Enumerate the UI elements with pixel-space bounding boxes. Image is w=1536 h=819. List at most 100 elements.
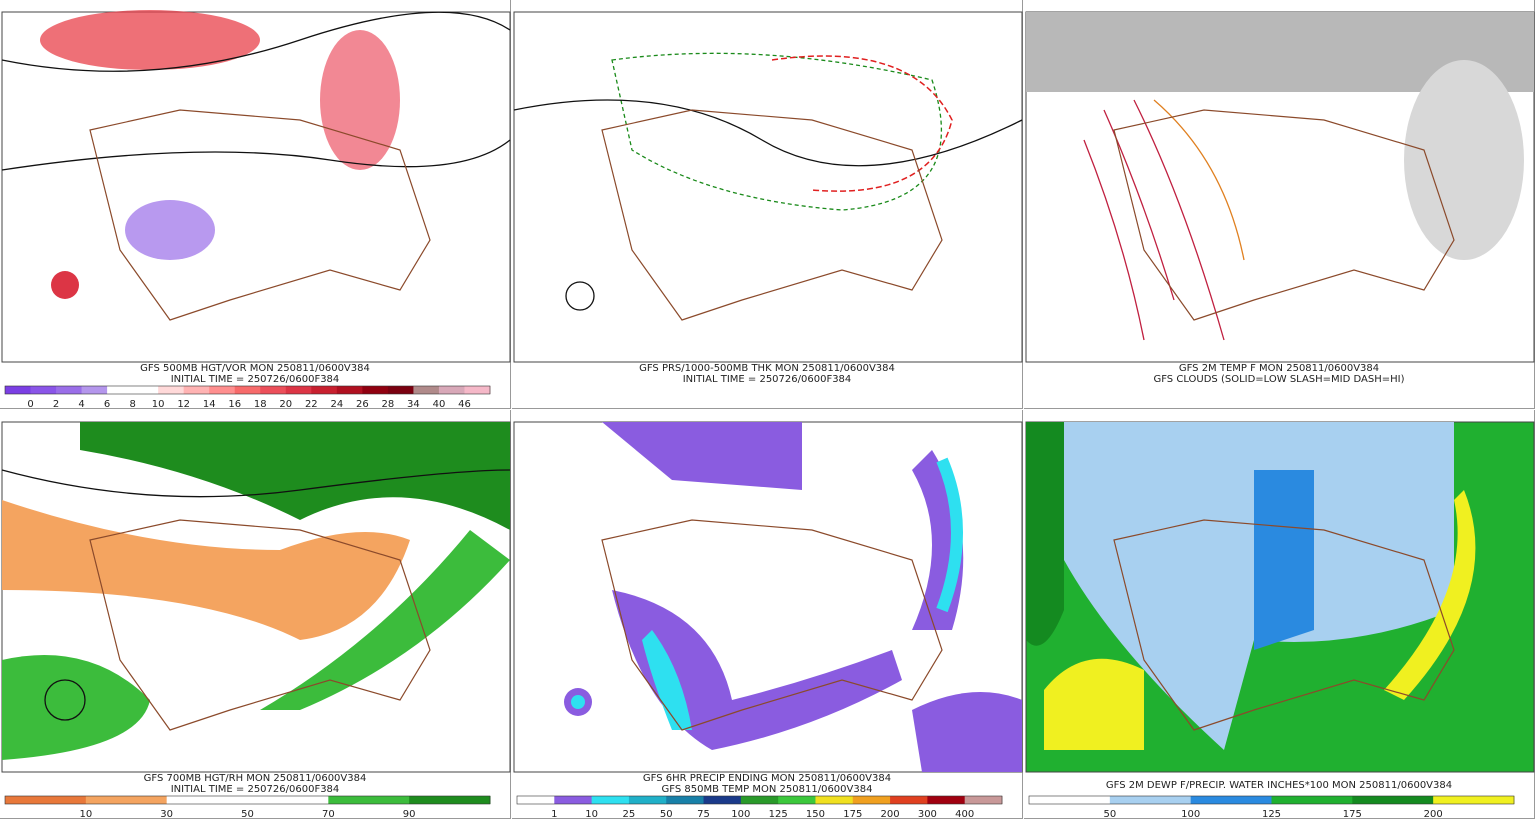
coastline	[1113, 109, 1455, 321]
temperature-contour	[1083, 99, 1225, 341]
colorbar-segment	[852, 796, 891, 804]
colorbar-label: 34	[407, 399, 420, 409]
humidity-area	[2, 655, 150, 760]
caption: GFS PRS/1000-500MB THK MON 250811/0600V3…	[639, 363, 895, 374]
colorbar-label: 200	[1424, 809, 1443, 819]
colorbar-segment	[247, 796, 329, 804]
colorbar-label: 12	[177, 399, 190, 409]
colorbar-segment	[107, 386, 134, 394]
thickness-contour	[611, 52, 942, 211]
colorbar-segment	[328, 796, 410, 804]
precip-area	[602, 422, 802, 490]
panel: GFS 6HR PRECIP ENDING MON 250811/0600V38…	[512, 410, 1023, 819]
colorbar-segment	[362, 386, 389, 394]
colorbar-label: 150	[806, 809, 825, 819]
colorbar-segment	[209, 386, 236, 394]
water-area	[1044, 658, 1144, 750]
colorbar-segment	[85, 796, 168, 804]
colorbar-label: 75	[697, 809, 710, 819]
colorbar-frame	[516, 795, 1003, 805]
colorbar-label: 50	[660, 809, 673, 819]
colorbar-segment	[81, 386, 108, 394]
colorbar-segment	[554, 796, 593, 804]
colorbar-segment	[1190, 796, 1272, 804]
colorbar-label: 125	[769, 809, 788, 819]
water-area	[1254, 470, 1314, 650]
colorbar-label: 0	[27, 399, 33, 409]
colorbar-label: 30	[160, 809, 173, 819]
colorbar-segment	[413, 386, 440, 394]
colorbar-segment	[30, 386, 57, 394]
colorbar-segment	[285, 386, 312, 394]
colorbar-segment	[183, 386, 210, 394]
colorbar-label: 10	[152, 399, 165, 409]
colorbar-frame	[4, 795, 491, 805]
colorbar-label: 400	[955, 809, 974, 819]
colorbar-label: 175	[1343, 809, 1362, 819]
colorbar-segment	[628, 796, 667, 804]
caption: GFS 850MB TEMP MON 250811/0600V384	[662, 784, 873, 795]
colorbar-segment	[1271, 796, 1353, 804]
colorbar-segment	[1029, 796, 1111, 804]
colorbar-label: 8	[129, 399, 135, 409]
colorbar-segment	[517, 796, 555, 804]
coastline	[89, 109, 431, 321]
caption: INITIAL TIME = 250726/0600F384	[683, 374, 852, 385]
colorbar-label: 18	[254, 399, 267, 409]
humidity-area	[80, 422, 510, 530]
colorbar-segment	[740, 796, 779, 804]
colorbar-segment	[815, 796, 854, 804]
colorbar-label: 25	[623, 809, 636, 819]
colorbar-label: 50	[241, 809, 254, 819]
coastline	[1113, 519, 1455, 731]
water-area	[1026, 422, 1064, 646]
temperature-contour	[1153, 99, 1245, 261]
colorbar-segment	[260, 386, 287, 394]
colorbar-segment	[336, 386, 363, 394]
panel: GFS 700MB HGT/RH MON 250811/0600V384 INIT…	[0, 410, 511, 819]
panel-graphic: GFS 6HR PRECIP ENDING MON 250811/0600V38…	[513, 421, 1023, 819]
colorbar-segment	[438, 386, 465, 394]
colorbar-segment	[666, 796, 705, 804]
caption: INITIAL TIME = 250726/0600F384	[171, 784, 340, 795]
colorbar-label: 200	[881, 809, 900, 819]
map-frame	[1, 11, 511, 363]
precip-area	[912, 692, 1022, 772]
vorticity-area	[125, 200, 215, 260]
colorbar-label: 22	[305, 399, 318, 409]
vorticity-area	[51, 271, 79, 299]
height-contour	[1, 469, 511, 498]
water-area	[1384, 490, 1476, 700]
height-contour	[44, 679, 86, 721]
colorbar-label: 100	[731, 809, 750, 819]
panel: GFS PRS/1000-500MB THK MON 250811/0600V3…	[512, 0, 1023, 409]
colorbar-segment	[158, 386, 185, 394]
precip-area	[571, 695, 585, 709]
caption: GFS 2M TEMP F MON 250811/0600V384	[1179, 363, 1379, 374]
colorbar-label: 14	[203, 399, 216, 409]
colorbar-label: 28	[382, 399, 395, 409]
colorbar-segment	[132, 386, 159, 394]
colorbar-segment	[166, 796, 248, 804]
colorbar-label: 1	[551, 809, 557, 819]
colorbar-label: 100	[1181, 809, 1200, 819]
caption: GFS 500MB HGT/VOR MON 250811/0600V384	[140, 363, 370, 374]
caption: GFS CLOUDS (SOLID=LOW SLASH=MID DASH=HI)	[1153, 374, 1404, 385]
panel-graphic: GFS 500MB HGT/VOR MON 250811/0600V384INI…	[1, 10, 511, 409]
colorbar-label: 10	[79, 809, 92, 819]
panel: GFS 2M DEWP F/PRECIP. WATER INCHES*100 M…	[1024, 410, 1535, 819]
colorbar-segment	[703, 796, 742, 804]
colorbar-label: 50	[1103, 809, 1116, 819]
colorbar-label: 4	[78, 399, 84, 409]
colorbar-segment	[5, 796, 87, 804]
colorbar-label: 24	[330, 399, 343, 409]
colorbar-segment	[927, 796, 966, 804]
colorbar-label: 10	[585, 809, 598, 819]
caption: GFS 2M DEWP F/PRECIP. WATER INCHES*100 M…	[1106, 780, 1452, 791]
thickness-contour	[771, 55, 953, 192]
precip-area	[936, 457, 963, 613]
colorbar-label: 2	[53, 399, 59, 409]
coastline	[601, 519, 943, 731]
